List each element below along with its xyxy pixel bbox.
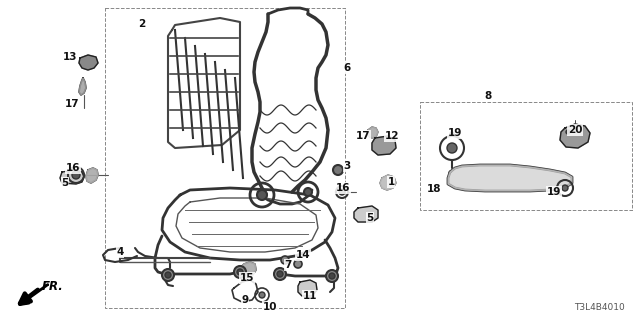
Text: 12: 12 [385, 131, 399, 141]
Circle shape [259, 292, 265, 298]
Polygon shape [367, 127, 378, 138]
Polygon shape [79, 55, 98, 70]
Polygon shape [380, 175, 396, 190]
Text: 3: 3 [344, 161, 351, 171]
Circle shape [562, 185, 568, 191]
Circle shape [329, 273, 335, 279]
Text: 6: 6 [344, 63, 351, 73]
Polygon shape [448, 165, 572, 191]
Text: 5: 5 [61, 178, 68, 188]
Text: 1: 1 [387, 177, 395, 187]
Text: 5: 5 [366, 213, 374, 223]
Circle shape [304, 188, 312, 196]
Circle shape [257, 190, 267, 200]
Circle shape [165, 272, 171, 278]
Circle shape [326, 270, 338, 282]
Text: 11: 11 [303, 291, 317, 301]
Polygon shape [60, 170, 84, 184]
Text: 14: 14 [296, 250, 310, 260]
Polygon shape [560, 124, 590, 148]
Polygon shape [238, 262, 256, 278]
Text: 16: 16 [336, 183, 350, 193]
Circle shape [294, 260, 302, 268]
Bar [420, 102, 632, 210]
Text: 16: 16 [66, 163, 80, 173]
Circle shape [237, 269, 243, 275]
Text: 2: 2 [138, 19, 146, 29]
Polygon shape [354, 206, 378, 222]
Circle shape [281, 256, 289, 264]
Text: 13: 13 [63, 52, 77, 62]
Circle shape [277, 271, 283, 277]
Text: 19: 19 [547, 187, 561, 197]
Text: 18: 18 [427, 184, 441, 194]
Circle shape [339, 189, 345, 195]
Text: 15: 15 [240, 273, 254, 283]
Text: T3L4B4010: T3L4B4010 [574, 303, 625, 312]
Text: 7: 7 [284, 260, 292, 270]
Text: FR.: FR. [42, 281, 64, 293]
Text: 20: 20 [568, 125, 582, 135]
Text: 10: 10 [263, 302, 277, 312]
Polygon shape [372, 136, 396, 155]
Circle shape [333, 165, 343, 175]
Circle shape [274, 268, 286, 280]
Bar [105, 8, 345, 308]
Circle shape [450, 132, 454, 136]
Circle shape [72, 171, 80, 179]
Text: 19: 19 [448, 128, 462, 138]
Text: 4: 4 [116, 247, 124, 257]
Polygon shape [298, 280, 317, 296]
Polygon shape [79, 78, 86, 95]
Text: 17: 17 [65, 99, 79, 109]
Polygon shape [86, 168, 98, 183]
Text: 9: 9 [241, 295, 248, 305]
Text: 8: 8 [484, 91, 492, 101]
Circle shape [447, 143, 457, 153]
Circle shape [566, 130, 570, 134]
Text: 17: 17 [356, 131, 371, 141]
Circle shape [234, 266, 246, 278]
Circle shape [162, 269, 174, 281]
